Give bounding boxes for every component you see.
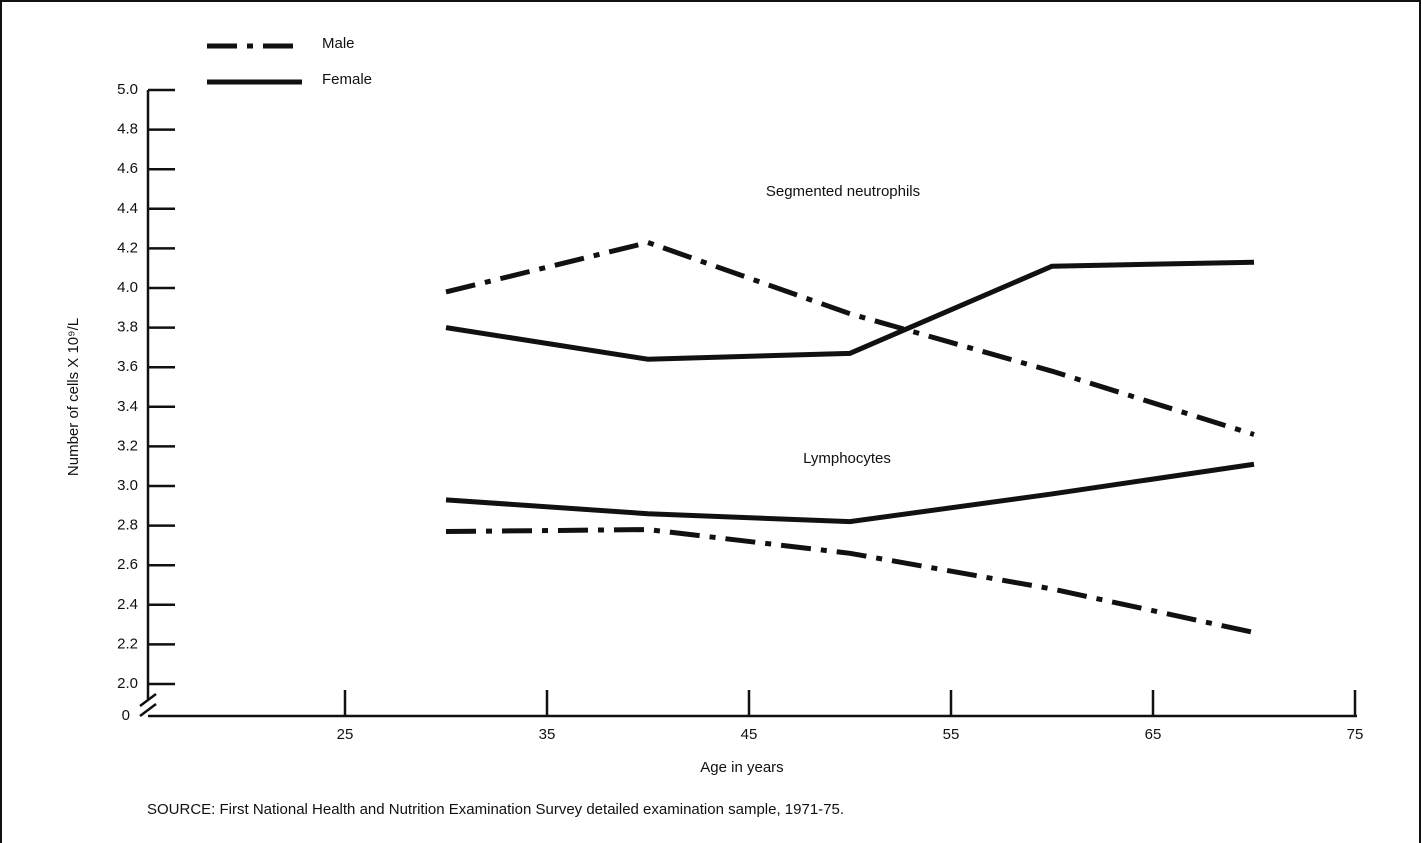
legend-label: Female: [322, 71, 372, 88]
line: [445, 461, 1255, 525]
line: [445, 527, 1255, 635]
y-tick-label: 4.2: [117, 239, 138, 256]
axis-break: [139, 703, 157, 717]
y-tick-label: 2.4: [117, 596, 138, 613]
y-tick-label: 3.8: [117, 319, 138, 336]
y-tick-label: 3.0: [117, 477, 138, 494]
line: [445, 239, 1255, 437]
y-tick-label: 4.8: [117, 121, 138, 138]
legend-label: Male: [322, 35, 355, 52]
y-tick-label: 2.2: [117, 635, 138, 652]
y-tick-label: 2.8: [117, 517, 138, 534]
y-tick-label: 3.4: [117, 398, 138, 415]
x-tick-label: 75: [1347, 726, 1364, 743]
x-tick-label: 45: [741, 726, 758, 743]
line: [445, 259, 1255, 362]
y-tick-label: 4.0: [117, 279, 138, 296]
x-axis-label: Age in years: [700, 759, 783, 776]
y-tick-label: 2.6: [117, 556, 138, 573]
x-tick-label: 65: [1145, 726, 1162, 743]
y-tick-label: 4.6: [117, 160, 138, 177]
x-tick-label: 35: [539, 726, 556, 743]
y-tick-label: 3.2: [117, 437, 138, 454]
annotation: Segmented neutrophils: [766, 183, 920, 200]
y-tick-label: 2.0: [117, 675, 138, 692]
x-tick-label: 55: [943, 726, 960, 743]
source-note: SOURCE: First National Health and Nutrit…: [147, 801, 844, 818]
x-tick-label: 25: [337, 726, 354, 743]
annotation: Lymphocytes: [803, 450, 891, 467]
y-tick-label: 0: [122, 707, 130, 724]
y-axis-label: Number of cells X 10⁹/L: [65, 318, 82, 476]
y-tick-label: 3.6: [117, 358, 138, 375]
y-tick-label: 4.4: [117, 200, 138, 217]
axis-break: [139, 693, 157, 707]
y-tick-label: 5.0: [117, 81, 138, 98]
